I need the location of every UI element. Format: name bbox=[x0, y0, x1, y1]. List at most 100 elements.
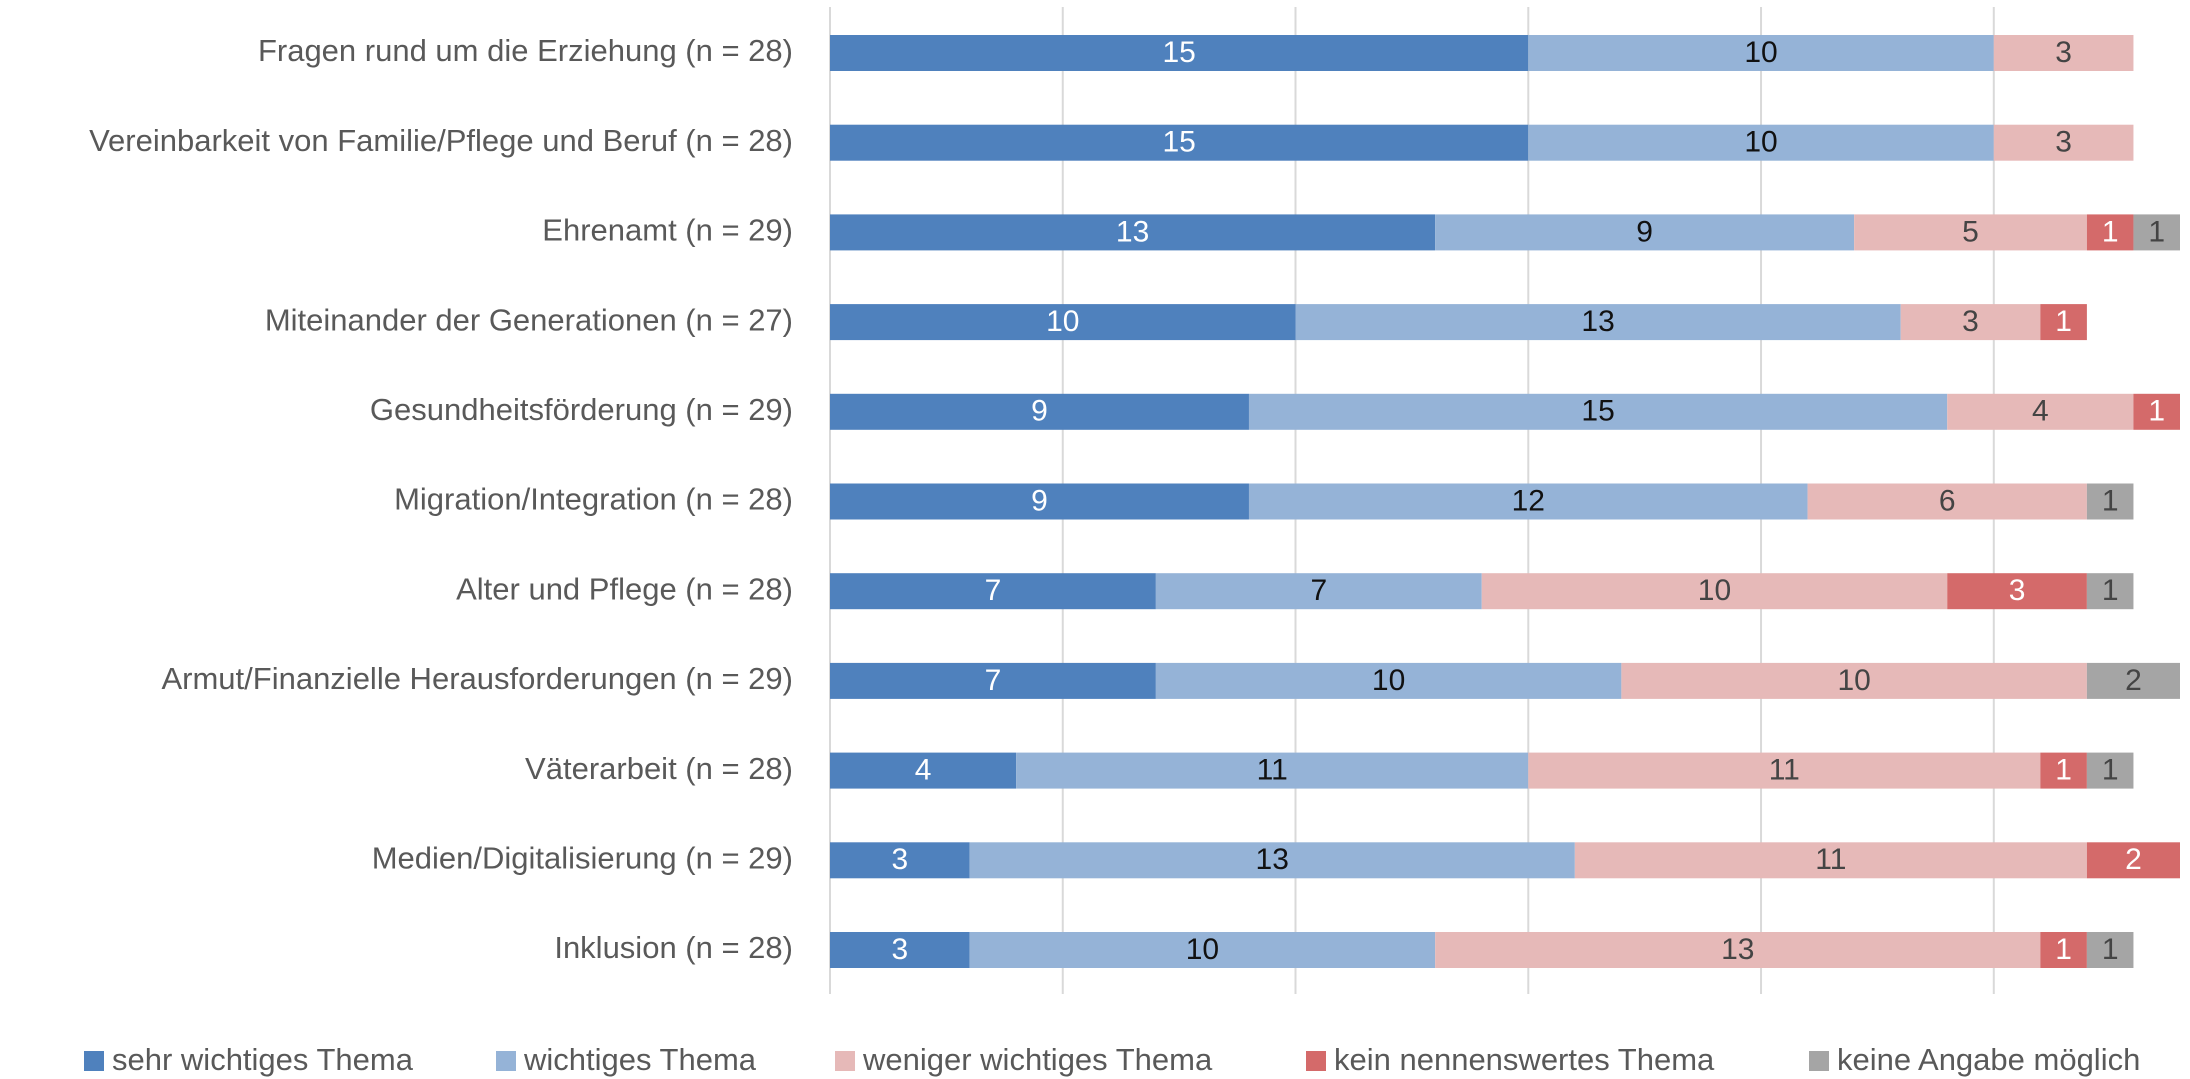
bar-segment bbox=[830, 214, 1436, 251]
legend-label: sehr wichtiges Thema bbox=[112, 1042, 414, 1077]
data-label: 1 bbox=[2102, 574, 2119, 607]
data-label: 9 bbox=[1031, 395, 1048, 428]
bar-segment bbox=[2040, 304, 2087, 341]
data-label: 9 bbox=[1031, 484, 1048, 517]
data-label: 6 bbox=[1939, 484, 1956, 517]
bar-segment bbox=[1016, 752, 1529, 789]
bar-segment bbox=[1854, 214, 2087, 251]
bar-segment bbox=[1528, 35, 1994, 71]
bar-segment bbox=[830, 35, 1529, 71]
data-label: 3 bbox=[2055, 36, 2072, 69]
data-label: 15 bbox=[1581, 395, 1614, 428]
legend-swatch bbox=[1809, 1051, 1829, 1071]
bar-segment bbox=[1947, 573, 2087, 610]
bar-segment bbox=[1155, 573, 1482, 610]
legend-swatch bbox=[835, 1051, 855, 1071]
bar-segment bbox=[2086, 573, 2134, 610]
data-label: 1 bbox=[2148, 395, 2165, 428]
bar-segment bbox=[830, 124, 1529, 161]
bar-segment bbox=[1155, 662, 1622, 699]
data-label: 1 bbox=[2055, 305, 2072, 338]
bar-segment bbox=[1528, 124, 1994, 161]
data-label: 7 bbox=[1310, 574, 1327, 607]
bar-segment bbox=[1248, 393, 1948, 430]
bar-segment bbox=[1621, 662, 2087, 699]
data-label: 13 bbox=[1581, 305, 1614, 338]
legend-label: weniger wichtiges Thema bbox=[862, 1042, 1213, 1077]
bar-segment bbox=[1993, 124, 2134, 161]
data-label: 11 bbox=[1257, 754, 1288, 787]
bar-segment bbox=[1248, 483, 1808, 520]
data-label: 3 bbox=[891, 843, 908, 876]
category-label: Gesundheitsförderung (n = 29) bbox=[370, 392, 793, 427]
category-label: Vereinbarkeit von Familie/Pflege und Ber… bbox=[89, 123, 793, 158]
data-label: 1 bbox=[2055, 754, 2072, 787]
data-label: 3 bbox=[891, 933, 908, 966]
data-label: 1 bbox=[2102, 215, 2119, 248]
data-label: 10 bbox=[1698, 574, 1731, 607]
legend-label: wichtiges Thema bbox=[523, 1042, 757, 1077]
data-label: 13 bbox=[1116, 215, 1149, 248]
data-label: 11 bbox=[1815, 843, 1846, 876]
bar-segment bbox=[1435, 932, 2041, 968]
bar-segment bbox=[1807, 483, 2087, 520]
category-label: Alter und Pflege (n = 28) bbox=[456, 571, 793, 606]
legend-swatch bbox=[496, 1051, 516, 1071]
bar-segment bbox=[830, 842, 970, 879]
data-label: 4 bbox=[2032, 395, 2049, 428]
data-label: 2 bbox=[2125, 843, 2142, 876]
bar-segment bbox=[2086, 842, 2180, 879]
bar-segment bbox=[830, 393, 1249, 430]
data-label: 10 bbox=[1837, 664, 1870, 697]
bar-segment bbox=[830, 304, 1296, 341]
data-label: 1 bbox=[2102, 933, 2119, 966]
data-label: 2 bbox=[2125, 664, 2142, 697]
data-label: 10 bbox=[1744, 36, 1777, 69]
data-label: 10 bbox=[1186, 933, 1219, 966]
bar-segment bbox=[830, 483, 1249, 520]
bar-segment bbox=[2086, 483, 2134, 520]
bar-segment bbox=[2040, 932, 2087, 968]
data-label: 10 bbox=[1372, 664, 1405, 697]
bar-segment bbox=[2086, 932, 2134, 968]
category-label: Migration/Integration (n = 28) bbox=[394, 482, 793, 517]
data-label: 3 bbox=[1962, 305, 1979, 338]
category-label: Fragen rund um die Erziehung (n = 28) bbox=[258, 33, 793, 68]
data-label: 10 bbox=[1744, 126, 1777, 159]
bar-segment bbox=[2040, 752, 2087, 789]
legend-swatch bbox=[1306, 1051, 1326, 1071]
data-label: 7 bbox=[985, 664, 1002, 697]
legend-label: kein nennenswertes Thema bbox=[1334, 1042, 1715, 1077]
bar-segment bbox=[1947, 393, 2134, 430]
data-label: 15 bbox=[1162, 36, 1195, 69]
category-label: Väterarbeit (n = 28) bbox=[525, 751, 793, 786]
data-label: 1 bbox=[2102, 754, 2119, 787]
data-label: 4 bbox=[915, 754, 932, 787]
bar-segment bbox=[830, 752, 1017, 789]
legend-label: keine Angabe möglich bbox=[1837, 1042, 2140, 1077]
bar-segment bbox=[1528, 752, 2041, 789]
data-label: 10 bbox=[1046, 305, 1079, 338]
legend-swatch bbox=[84, 1051, 104, 1071]
data-label: 1 bbox=[2148, 215, 2165, 248]
category-label: Medien/Digitalisierung (n = 29) bbox=[372, 840, 793, 875]
bar-segment bbox=[969, 932, 1436, 968]
data-label: 1 bbox=[2102, 484, 2119, 517]
data-label: 12 bbox=[1512, 484, 1545, 517]
bar-segment bbox=[1993, 35, 2134, 71]
data-label: 11 bbox=[1769, 754, 1800, 787]
data-label: 15 bbox=[1162, 126, 1195, 159]
category-label: Armut/Finanzielle Herausforderungen (n =… bbox=[161, 661, 793, 696]
bar-segment bbox=[1900, 304, 2041, 341]
category-label: Miteinander der Generationen (n = 27) bbox=[265, 302, 793, 337]
bar-segment bbox=[2086, 752, 2134, 789]
bar-segment bbox=[830, 932, 970, 968]
bar-segment bbox=[2133, 214, 2180, 251]
bar-segment bbox=[2086, 214, 2134, 251]
bar-segment bbox=[1295, 304, 1901, 341]
bar-segment bbox=[1435, 214, 1855, 251]
bar-segment bbox=[1481, 573, 1948, 610]
category-label: Inklusion (n = 28) bbox=[554, 930, 793, 965]
bar-segment bbox=[2133, 393, 2180, 430]
